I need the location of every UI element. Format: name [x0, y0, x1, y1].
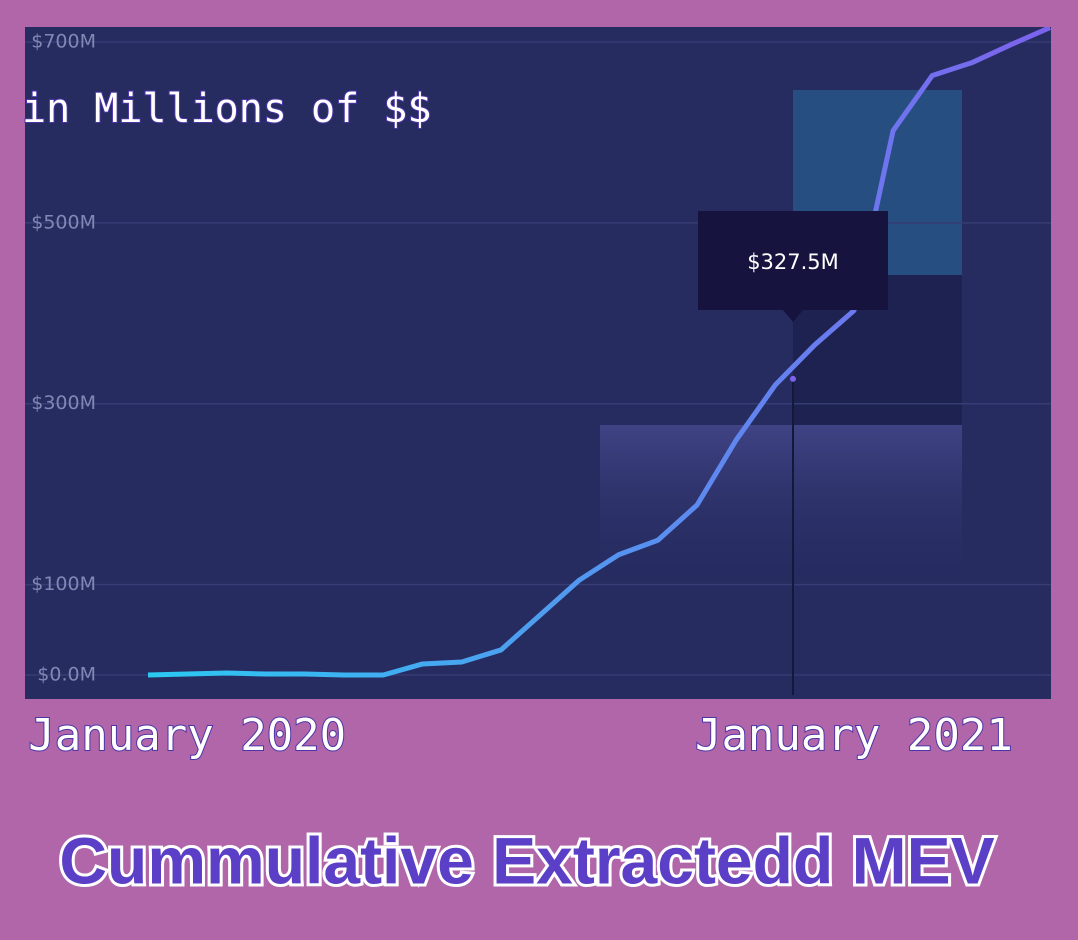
y-tick-label: $700M [31, 31, 96, 53]
data-line [147, 27, 1051, 678]
subtitle: in Millions of $$ [22, 86, 431, 132]
tooltip-label: $327.5M [747, 250, 839, 274]
x-tick-label: January 2020 [28, 710, 346, 761]
plot: $0.0M $100M $300M $500M $700M $327.5M [25, 27, 1051, 695]
tooltip-box [698, 211, 888, 310]
y-tick-label: $100M [31, 573, 96, 595]
highlight [600, 425, 962, 585]
chart-title: Cummulative Extractedd MEV [59, 823, 994, 897]
y-tick-label: $500M [31, 211, 96, 233]
tooltip-pointer [783, 310, 803, 322]
y-tick-label: $0.0M [37, 664, 96, 686]
y-tick-label: $300M [31, 392, 96, 414]
tooltip-point [790, 375, 796, 382]
x-tick-label: January 2021 [695, 710, 1013, 761]
